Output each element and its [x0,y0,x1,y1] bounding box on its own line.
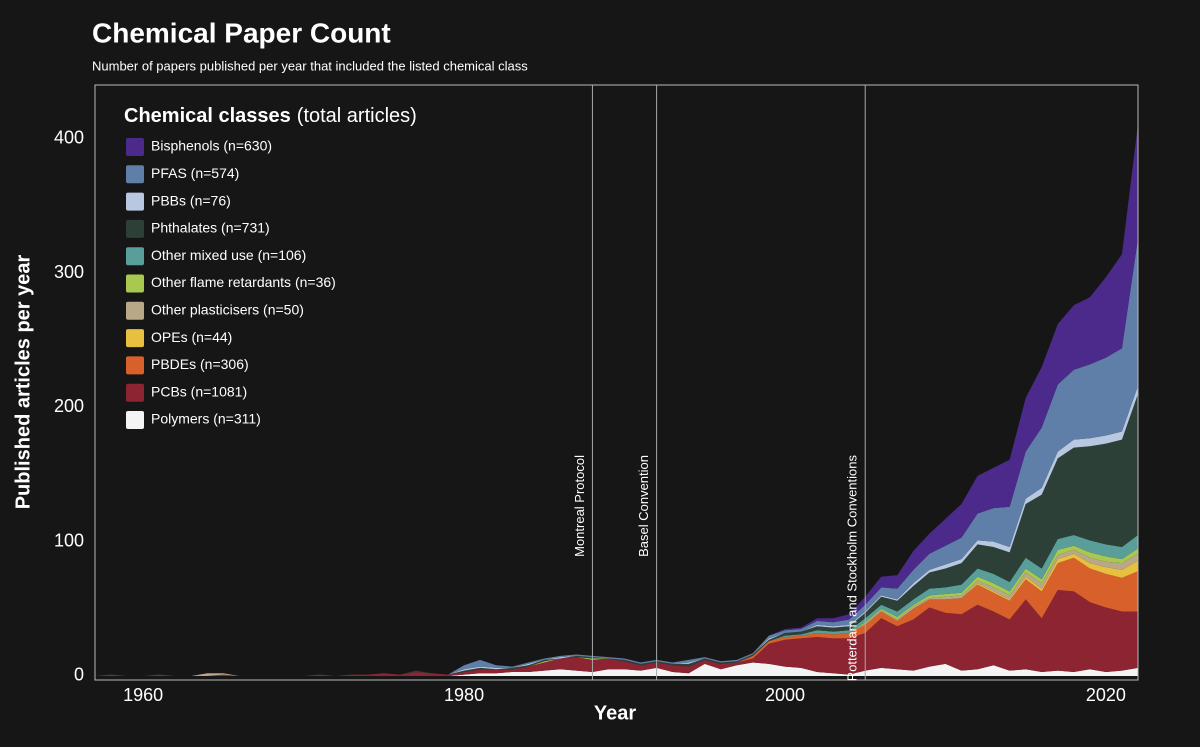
legend-label: Other flame retardants (n=36) [151,274,336,290]
y-tick-label: 300 [54,262,84,282]
x-tick-label: 2000 [765,685,805,705]
legend-title-main: Chemical classes [124,105,291,127]
y-tick-label: 400 [54,127,84,147]
event-label: Basel Convention [636,455,651,557]
chart-title: Chemical Paper Count [92,17,391,48]
legend-label: PCBs (n=1081) [151,383,247,399]
legend-label: PBDEs (n=306) [151,356,249,372]
legend-swatch [126,165,144,184]
y-tick-label: 200 [54,396,84,416]
legend-swatch [126,301,144,320]
legend-swatch [126,383,144,402]
legend-label: OPEs (n=44) [151,329,232,345]
chart-subtitle: Number of papers published per year that… [92,58,528,73]
area [95,393,1138,676]
event-label: Rotterdam and Stockholm Conventions [845,455,860,682]
x-tick-label: 1980 [444,685,484,705]
legend-swatch [126,356,144,375]
plot-area [95,123,1138,676]
y-tick-label: 0 [74,665,84,685]
legend-swatch [126,329,144,348]
legend-swatch [126,247,144,266]
y-tick-label: 100 [54,530,84,550]
legend-label: PFAS (n=574) [151,165,239,181]
y-axis-label: Published articles per year [12,255,34,510]
legend-label: Phthalates (n=731) [151,220,270,236]
x-axis-label: Year [594,702,636,724]
legend-label: Bisphenols (n=630) [151,138,272,154]
plot-frame [94,84,1139,681]
legend-title: Chemical classes (total articles) [124,105,417,127]
legend-swatch [126,219,144,238]
legend-label: Polymers (n=311) [151,411,261,427]
x-tick-label: 1960 [123,685,163,705]
area [95,662,1138,676]
legend-label: PBBs (n=76) [151,192,231,208]
legend-label: Other mixed use (n=106) [151,247,306,263]
legend-swatch [126,192,144,211]
legend-swatch [126,411,144,429]
legend-swatch [126,138,144,156]
legend-label: Other plasticisers (n=50) [151,302,304,318]
event-label: Montreal Protocol [572,455,587,557]
area [95,590,1138,676]
legend-title-sub: (total articles) [297,105,417,127]
legend-swatch [126,274,144,293]
x-tick-label: 2020 [1086,685,1126,705]
